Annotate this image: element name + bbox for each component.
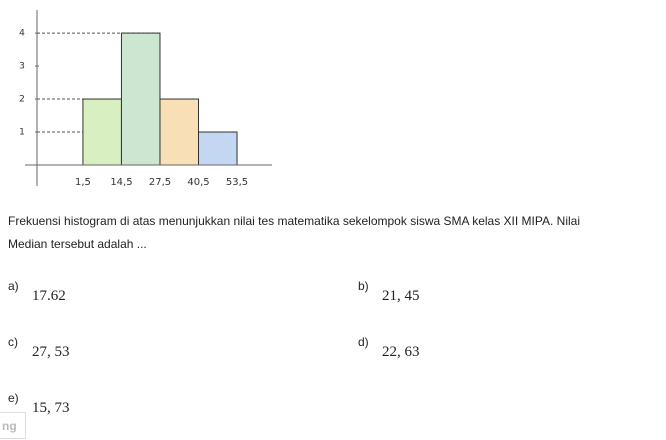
x-tick-label: 14,5	[110, 177, 132, 188]
bar	[198, 131, 238, 166]
x-tick-label: 1,5	[75, 177, 91, 188]
bar	[159, 98, 200, 166]
y-tick-label: 1	[19, 128, 25, 138]
histogram: 1 2 3 4 1,5 14,5 27,5 40,5 53,5	[19, 10, 272, 188]
y-tick-label: 2	[19, 95, 25, 105]
x-tick-label: 40,5	[187, 177, 209, 188]
question-line: Median tersebut adalah ...	[8, 237, 147, 251]
option-label[interactable]: a)	[8, 279, 19, 293]
option-text[interactable]: 22, 63	[382, 344, 420, 360]
y-tick-label: 4	[19, 29, 25, 39]
option-label[interactable]: e)	[8, 391, 19, 405]
question-line: Frekuensi histogram di atas menunjukkan …	[8, 214, 581, 228]
option-text[interactable]: 17.62	[32, 288, 66, 304]
footer-fragment: ng	[0, 412, 26, 439]
option-text[interactable]: 21, 45	[382, 288, 420, 304]
option-text[interactable]: 15, 73	[32, 400, 70, 416]
option-label[interactable]: b)	[358, 279, 369, 293]
y-tick-label: 3	[19, 62, 25, 72]
bar	[120, 32, 161, 166]
option-label[interactable]: c)	[8, 335, 18, 349]
option-text[interactable]: 27, 53	[32, 344, 70, 360]
bar	[82, 98, 122, 166]
x-tick-label: 27,5	[149, 177, 171, 188]
x-tick-label: 53,5	[226, 177, 248, 188]
option-label[interactable]: d)	[358, 335, 369, 349]
